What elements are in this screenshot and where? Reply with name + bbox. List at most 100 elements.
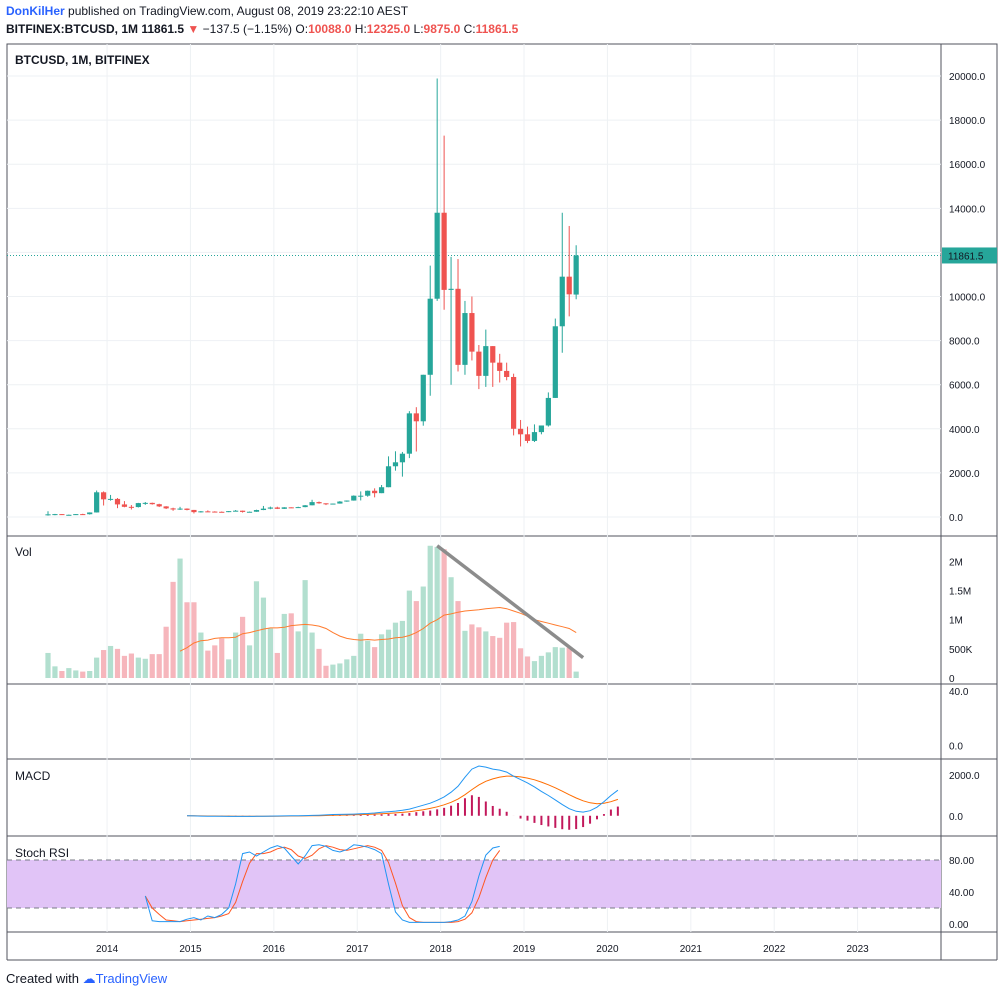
price-tick-label: 20000.0 [949,72,986,83]
volume-bar [538,655,545,678]
candle-body [358,495,364,497]
price-tick-label: 8000.0 [949,337,980,348]
candle-body [538,425,545,433]
trend-line [436,544,585,659]
volume-bar [559,647,565,678]
macd-tick-label: 2000.0 [949,771,980,782]
volume-bar [552,647,558,678]
stoch-pane-title: Stoch RSI [15,846,69,860]
candle-body [233,510,239,512]
volume-bar [87,671,93,678]
candle-body [378,487,385,494]
candle-body [281,507,287,509]
volume-bar [94,657,100,678]
candle-body [330,503,336,505]
candle-body [497,362,503,371]
candle-body [295,507,301,509]
volume-bar [385,629,392,678]
volume-bar [121,655,128,678]
x-tick-label: 2021 [680,944,703,955]
volume-bar [351,655,357,678]
candle-body [545,397,551,426]
volume-bar [358,633,364,678]
empty-pane-tick-label: 40.0 [949,687,969,698]
volume-bar [219,638,225,678]
volume-bar [233,632,239,678]
x-tick-label: 2015 [179,944,202,955]
volume-tick-label: 500K [949,645,973,656]
candle-body [274,507,280,509]
candle-body [483,346,489,376]
open-value: 10088.0 [308,22,352,36]
candle-body [323,503,329,505]
volume-bar [372,647,378,678]
volume-bar [281,613,287,678]
candle-body [309,502,315,506]
volume-bar [566,647,572,678]
candle-body [156,504,162,507]
macd-line [186,765,619,817]
tradingview-logo-icon[interactable]: ☁ [82,971,96,986]
volume-bar [198,632,204,678]
candle-body [552,326,558,398]
last-price-tag-label: 11861.5 [948,251,984,262]
stoch-tick-label: 80.00 [949,856,974,867]
price-tick-label: 2000.0 [949,469,980,480]
volume-bar [80,671,86,678]
candle-body [448,288,454,290]
candle-body [566,276,572,295]
x-tick-label: 2016 [263,944,286,955]
candle-body [45,514,51,516]
volume-bar [128,653,135,678]
tradingview-brand-link[interactable]: TradingView [95,971,168,986]
x-tick-label: 2014 [96,944,119,955]
volume-bar [455,601,461,678]
candle-body [385,466,392,488]
volume-bar [441,549,447,678]
candle-body [205,511,211,513]
candle-body [100,492,107,500]
stoch-k-line [144,844,500,923]
created-with-text: Created with [6,971,79,986]
volume-bar [573,671,579,678]
stoch-tick-label: 40.00 [949,888,974,899]
candle-body [198,511,204,513]
candle-body [226,511,232,513]
volume-tick-label: 1.5M [949,587,971,598]
volume-bar [274,652,280,678]
price-tick-label: 14000.0 [949,204,986,215]
candle-body [239,510,246,512]
volume-pane-title: Vol [15,545,32,559]
volume-ma-line [179,606,577,652]
volume-bar [295,631,301,678]
last-price: 11861.5 [141,22,185,36]
volume-bar [52,666,58,678]
candle-body [413,413,419,422]
candle-body [128,506,135,508]
empty-pane-tick-label: 0.0 [949,741,963,752]
candle-body [365,490,371,496]
volume-bar [66,668,72,678]
stoch-band [7,860,941,908]
author-link[interactable]: DonKilHer [6,4,65,18]
candle-body [420,374,426,422]
volume-bar [246,645,253,678]
price-tick-label: 6000.0 [949,381,980,392]
candle-body [177,508,183,510]
close-value: 11861.5 [475,22,519,36]
volume-bar [399,620,406,678]
volume-bar [267,628,273,678]
volume-bar [511,622,517,678]
candle-body [372,490,378,494]
volume-bar [100,650,107,678]
candle-body [288,507,294,509]
price-tick-label: 4000.0 [949,425,980,436]
candle-body [344,500,350,502]
candle-body [135,503,141,508]
volume-bar [45,652,51,678]
volume-bar [253,581,260,678]
volume-bar [323,665,329,678]
candle-body [66,514,72,516]
volume-bar [434,546,440,678]
